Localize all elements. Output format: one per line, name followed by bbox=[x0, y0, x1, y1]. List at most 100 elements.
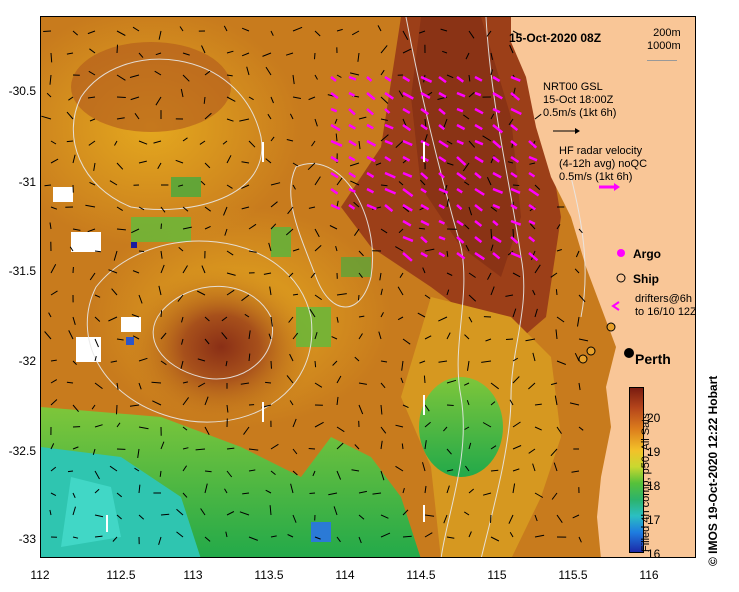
nrt-arrow bbox=[72, 404, 79, 413]
hf-legend-line-3: 0.5m/s (1kt 6h) bbox=[559, 171, 633, 183]
nrt-arrow bbox=[446, 198, 450, 208]
nrt-arrow bbox=[312, 470, 316, 477]
nrt-arrow bbox=[288, 316, 294, 323]
nrt-arrow bbox=[157, 162, 162, 170]
hf-arrow bbox=[438, 235, 446, 241]
nrt-arrow bbox=[268, 242, 272, 252]
colorbar-tick: 20 bbox=[647, 411, 661, 425]
nrt-arrow bbox=[204, 470, 212, 473]
nrt-arrow bbox=[402, 118, 407, 127]
nrt-arrow bbox=[336, 74, 342, 78]
nrt-arrow bbox=[241, 27, 250, 32]
nrt-arrow bbox=[50, 206, 58, 210]
hf-arrow bbox=[384, 171, 396, 179]
hf-arrow bbox=[438, 91, 447, 99]
nrt-arrow bbox=[336, 426, 345, 433]
nrt-arrow bbox=[48, 312, 52, 318]
nrt-arrow bbox=[201, 45, 206, 54]
nrt-arrow bbox=[180, 88, 184, 98]
x-tick-label: 114 bbox=[335, 568, 355, 582]
nrt-arrow bbox=[223, 25, 228, 32]
nrt-arrow bbox=[380, 532, 391, 538]
nrt-arrow bbox=[182, 226, 192, 230]
nrt-arrow bbox=[438, 316, 448, 322]
nrt-arrow bbox=[226, 118, 234, 122]
sst-map[interactable]: 15-Oct-2020 08Z 200m 1000m NRT00 GSL 15-… bbox=[40, 16, 696, 558]
nrt-arrow bbox=[464, 181, 470, 186]
nrt-arrow bbox=[490, 52, 493, 60]
nrt-arrow bbox=[72, 154, 76, 164]
nrt-arrow bbox=[50, 52, 53, 63]
hf-arrow bbox=[348, 155, 356, 162]
nrt-arrow bbox=[358, 272, 363, 278]
y-tick-label: -31.5 bbox=[8, 264, 36, 278]
nrt-arrow bbox=[225, 531, 228, 538]
nrt-arrow bbox=[94, 355, 97, 362]
nrt-arrow bbox=[68, 330, 74, 340]
nrt-arrow bbox=[182, 265, 188, 274]
nrt-arrow bbox=[358, 116, 367, 120]
nrt-scale-arrow bbox=[553, 128, 580, 134]
nrt-arrow bbox=[578, 338, 589, 342]
nrt-arrow bbox=[50, 466, 57, 472]
nrt-arrow bbox=[292, 74, 295, 85]
hf-arrow bbox=[402, 252, 413, 262]
nrt-arrow bbox=[485, 338, 492, 342]
land-mass bbox=[511, 17, 695, 557]
nrt-arrow bbox=[286, 375, 294, 384]
nrt-arrow bbox=[446, 140, 453, 145]
nrt-arrow bbox=[182, 465, 188, 472]
nrt-arrow bbox=[129, 404, 140, 407]
nrt-arrow bbox=[92, 448, 96, 455]
nrt-arrow bbox=[398, 181, 404, 186]
nrt-arrow bbox=[46, 92, 52, 98]
hf-arrow bbox=[330, 155, 339, 163]
nrt-arrow bbox=[490, 206, 498, 212]
nrt-arrow bbox=[314, 332, 318, 340]
nrt-arrow bbox=[554, 395, 558, 406]
nrt-arrow bbox=[424, 404, 430, 412]
hf-arrow bbox=[510, 219, 522, 226]
x-tick-label: 114.5 bbox=[406, 568, 436, 582]
hf-arrow bbox=[384, 204, 394, 213]
nrt-arrow bbox=[160, 513, 170, 516]
nrt-arrow bbox=[94, 488, 100, 494]
nrt-arrow bbox=[201, 265, 206, 274]
nrt-arrow bbox=[446, 162, 454, 166]
hf-arrow bbox=[330, 187, 339, 195]
x-tick-label: 116 bbox=[639, 568, 659, 582]
nrt-arrow bbox=[379, 272, 382, 281]
nrt-arrow bbox=[486, 30, 492, 37]
nrt-arrow bbox=[380, 288, 383, 296]
nrt-arrow bbox=[182, 447, 189, 450]
nrt-arrow bbox=[85, 204, 96, 208]
nrt-arrow bbox=[336, 316, 339, 323]
nrt-legend: NRT00 GSL 15-Oct 18:00Z 0.5m/s (1kt 6h) bbox=[543, 81, 616, 120]
nrt-arrow bbox=[468, 92, 475, 98]
nrt-arrow bbox=[94, 424, 103, 428]
nrt-arrow bbox=[380, 134, 389, 142]
nrt-arrow bbox=[512, 272, 521, 278]
nrt-arrow bbox=[349, 162, 360, 167]
nrt-arrow bbox=[285, 228, 294, 236]
hf-arrow bbox=[330, 203, 341, 211]
nrt-arrow bbox=[286, 139, 294, 142]
nrt-arrow bbox=[440, 28, 448, 32]
nrt-arrow bbox=[151, 381, 162, 384]
nrt-arrow bbox=[534, 113, 542, 120]
nrt-arrow bbox=[468, 294, 477, 302]
hf-arrow bbox=[492, 156, 500, 163]
nrt-arrow bbox=[446, 379, 457, 384]
nrt-arrow bbox=[160, 441, 165, 450]
nrt-arrow bbox=[490, 244, 494, 252]
nrt-arrow bbox=[197, 358, 206, 362]
nrt-arrow bbox=[138, 160, 147, 164]
x-tick-label: 113 bbox=[183, 568, 203, 582]
nrt-arrow bbox=[575, 250, 580, 258]
drifter-tracks bbox=[106, 142, 425, 532]
nrt-arrow bbox=[69, 246, 74, 252]
nrt-arrow bbox=[292, 162, 299, 167]
nrt-arrow bbox=[116, 74, 126, 81]
nrt-arrow bbox=[358, 514, 365, 520]
nrt-arrow bbox=[72, 30, 79, 36]
